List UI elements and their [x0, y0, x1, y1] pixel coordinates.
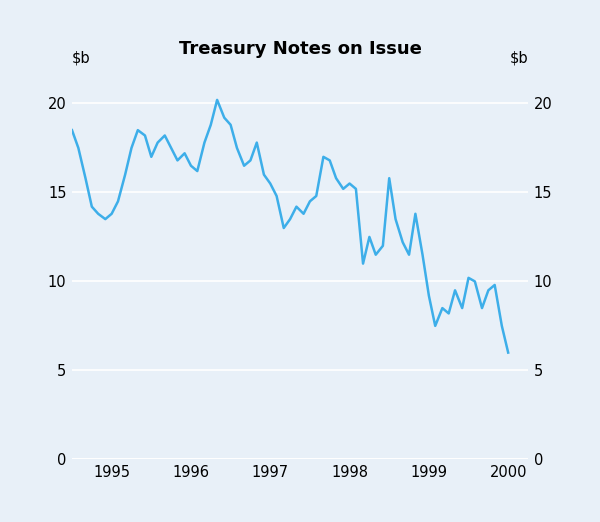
Text: $b: $b — [72, 50, 91, 65]
Title: Treasury Notes on Issue: Treasury Notes on Issue — [179, 40, 421, 58]
Text: $b: $b — [509, 50, 528, 65]
